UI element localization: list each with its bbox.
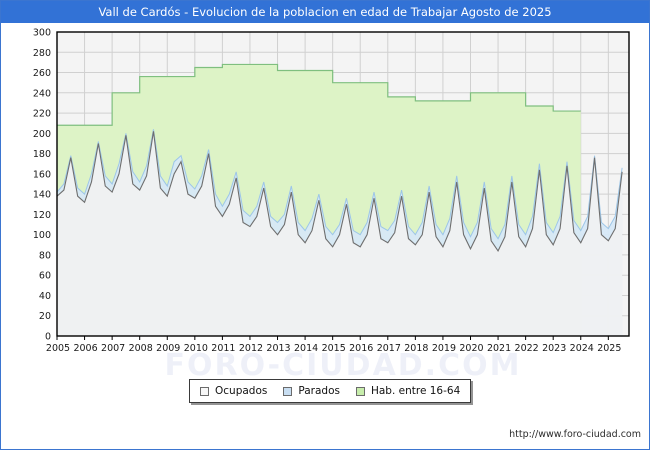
legend-item-ocupados: Ocupados bbox=[200, 385, 267, 397]
svg-text:2018: 2018 bbox=[404, 343, 428, 354]
svg-text:60: 60 bbox=[39, 271, 51, 282]
x-axis-tick-labels: 2005 2006 2007 2008 2009 2010 2011 2012 2013 2014… bbox=[46, 343, 622, 354]
legend-label-parados: Parados bbox=[298, 385, 340, 397]
watermark: FORO-CIUDAD.COM bbox=[165, 348, 522, 383]
svg-text:2025: 2025 bbox=[597, 343, 621, 354]
legend-item-habitantes: Hab. entre 16-64 bbox=[355, 385, 461, 397]
svg-text:2016: 2016 bbox=[349, 343, 373, 354]
source-url: http://www.foro-ciudad.com bbox=[509, 429, 641, 440]
svg-text:260: 260 bbox=[33, 68, 51, 79]
svg-text:2020: 2020 bbox=[459, 343, 483, 354]
svg-text:140: 140 bbox=[33, 190, 51, 201]
svg-text:200: 200 bbox=[33, 129, 51, 140]
svg-text:2007: 2007 bbox=[101, 343, 125, 354]
svg-text:2015: 2015 bbox=[322, 343, 346, 354]
chart-plot-area: FORO-CIUDAD.COM 0 20 40 60 80 100 120 140 160 180… bbox=[1, 23, 649, 427]
svg-text:2022: 2022 bbox=[515, 343, 539, 354]
chart-svg: FORO-CIUDAD.COM 0 20 40 60 80 100 120 140 160 180… bbox=[33, 28, 630, 383]
svg-text:280: 280 bbox=[33, 48, 51, 59]
svg-text:180: 180 bbox=[33, 149, 51, 160]
svg-text:2023: 2023 bbox=[542, 343, 566, 354]
plot-frame bbox=[56, 31, 630, 340]
svg-text:2010: 2010 bbox=[184, 343, 208, 354]
svg-text:2024: 2024 bbox=[570, 343, 594, 354]
legend-swatch-ocupados bbox=[200, 386, 209, 396]
svg-text:2006: 2006 bbox=[73, 343, 97, 354]
chart-legend: Ocupados Parados Hab. entre 16-64 bbox=[189, 379, 472, 403]
svg-text:40: 40 bbox=[39, 291, 51, 302]
legend-label-habitantes: Hab. entre 16-64 bbox=[370, 385, 461, 397]
y-axis-tick-labels: 0 20 40 60 80 100 120 140 160 180 200 220 240 260 280 3… bbox=[33, 28, 51, 343]
svg-text:2008: 2008 bbox=[129, 343, 153, 354]
svg-text:240: 240 bbox=[33, 88, 51, 99]
svg-text:2009: 2009 bbox=[156, 343, 180, 354]
legend-swatch-parados bbox=[283, 386, 293, 396]
svg-text:2014: 2014 bbox=[294, 343, 318, 354]
svg-text:80: 80 bbox=[39, 250, 51, 261]
svg-text:220: 220 bbox=[33, 109, 51, 120]
svg-text:FORO-CIUDAD.COM: FORO-CIUDAD.COM bbox=[165, 348, 522, 383]
svg-text:300: 300 bbox=[33, 28, 51, 39]
series-ocupados bbox=[56, 131, 623, 336]
svg-text:100: 100 bbox=[33, 230, 51, 241]
svg-text:0: 0 bbox=[45, 332, 51, 343]
legend-item-parados: Parados bbox=[283, 385, 340, 397]
legend-label-ocupados: Ocupados bbox=[215, 385, 268, 397]
svg-text:2005: 2005 bbox=[46, 343, 70, 354]
svg-text:2013: 2013 bbox=[266, 343, 290, 354]
svg-text:2019: 2019 bbox=[432, 343, 456, 354]
svg-text:20: 20 bbox=[39, 311, 51, 322]
svg-text:120: 120 bbox=[33, 210, 51, 221]
svg-text:2011: 2011 bbox=[211, 343, 235, 354]
svg-text:2021: 2021 bbox=[487, 343, 511, 354]
svg-text:2017: 2017 bbox=[377, 343, 401, 354]
legend-swatch-habitantes bbox=[355, 386, 365, 396]
svg-text:160: 160 bbox=[33, 169, 51, 180]
svg-text:2012: 2012 bbox=[239, 343, 263, 354]
window-title: Vall de Cardós - Evolucion de la poblaci… bbox=[1, 1, 649, 23]
